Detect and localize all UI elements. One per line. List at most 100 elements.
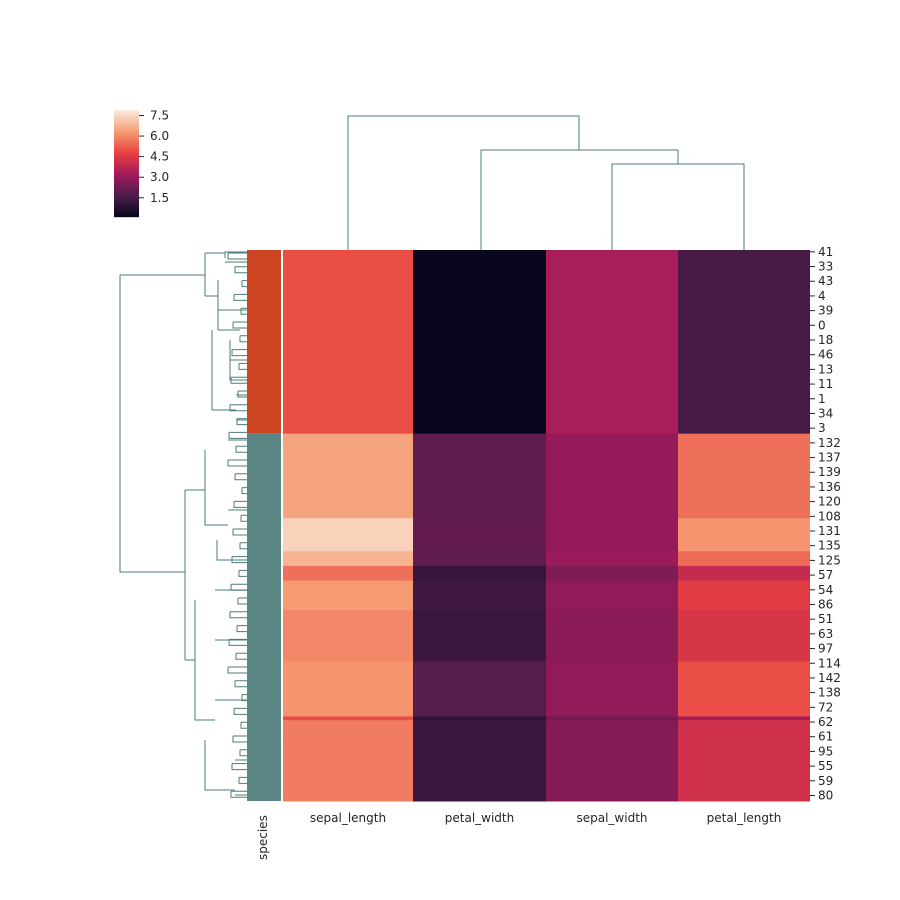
dendrogram-leaf-link — [241, 487, 247, 495]
heatmap-cell-petal_width — [413, 565, 546, 582]
species-color-block — [247, 433, 281, 801]
colorbar-segment — [114, 133, 139, 135]
heatmap-cell-sepal_width — [546, 661, 678, 718]
colorbar-segment — [114, 125, 139, 127]
colorbar-segment — [114, 190, 139, 192]
row-label: 132 — [818, 436, 841, 450]
row-labels: 4133434390184613111343132137139136120108… — [810, 245, 841, 802]
row-label: 39 — [818, 304, 833, 318]
colorbar-segment — [114, 150, 139, 152]
colorbar-segment — [114, 182, 139, 184]
colorbar: 7.5 6.0 4.5 3.0 1.5 — [114, 108, 169, 218]
dendrogram-leaf-link — [232, 528, 247, 536]
row-label: 11 — [818, 377, 833, 391]
colorbar-segment — [114, 126, 139, 128]
row-label: 131 — [818, 524, 841, 538]
column-dendrogram — [347, 115, 745, 250]
colorbar-segment — [114, 112, 139, 114]
colorbar-segment — [114, 141, 139, 143]
heatmap-cell-petal_length — [678, 720, 810, 802]
heatmap-cell-sepal_width — [546, 551, 678, 567]
colorbar-segment — [114, 206, 139, 208]
row-label: 63 — [818, 627, 833, 641]
heatmap-cell-sepal_length — [283, 551, 413, 567]
colorbar-segment — [114, 144, 139, 146]
colorbar-segment — [114, 162, 139, 164]
dendrogram-link — [611, 163, 745, 250]
colorbar-segment — [114, 192, 139, 194]
colorbar-segment — [114, 110, 139, 112]
dendrogram-leaf-link — [241, 280, 247, 288]
dendrogram-leaf-link — [227, 459, 247, 467]
row-label: 139 — [818, 465, 841, 479]
heatmap-cell-petal_width — [413, 433, 546, 519]
row-label: 108 — [818, 509, 841, 523]
row-label: 114 — [818, 656, 841, 670]
dendrogram-leaf-link — [230, 376, 247, 384]
dendrogram-leaf-link — [235, 445, 247, 453]
dendrogram-leaf-link — [233, 500, 247, 508]
dendrogram-leaf-link — [234, 266, 247, 274]
dendrogram-leaf-link — [228, 638, 247, 646]
colorbar-segment — [114, 113, 139, 115]
colorbar-segment — [114, 131, 139, 133]
heatmap-cell-sepal_length — [283, 433, 413, 519]
dendrogram-leaf-link — [238, 776, 247, 784]
heatmap-cell-petal_width — [413, 580, 546, 611]
column-label: petal_length — [707, 811, 782, 825]
heatmap-cell-petal_width — [413, 716, 546, 721]
colorbar-segment — [114, 148, 139, 150]
species-color-block — [247, 250, 281, 434]
dendrogram-leaf-link — [228, 431, 247, 439]
colorbar-tick-label: 4.5 — [150, 150, 169, 164]
colorbar-segment — [114, 124, 139, 126]
colorbar-segment — [114, 123, 139, 125]
colorbar-segment — [114, 198, 139, 200]
colorbar-segment — [114, 160, 139, 162]
colorbar-segment — [114, 177, 139, 179]
colorbar-segment — [114, 163, 139, 165]
dendrogram-link — [480, 149, 679, 250]
colorbar-segment — [114, 169, 139, 171]
dendrogram-link — [119, 275, 185, 573]
row-label: 51 — [818, 612, 833, 626]
dendrogram-leaf-link — [231, 763, 247, 771]
heatmap-cell-petal_width — [413, 518, 546, 552]
colorbar-segment — [114, 193, 139, 195]
colorbar-segment — [114, 156, 139, 158]
colorbar-segment — [114, 167, 139, 169]
heatmap-cell-sepal_width — [546, 580, 678, 611]
colorbar-segment — [114, 211, 139, 213]
heatmap-cell-sepal_length — [283, 250, 413, 435]
heatmap-cell-petal_length — [678, 551, 810, 567]
heatmap-cell-sepal_length — [283, 720, 413, 802]
dendrogram-leaf-link — [233, 293, 247, 301]
colorbar-segment — [114, 189, 139, 191]
colorbar-segment — [114, 119, 139, 121]
heatmap-cell-sepal_width — [546, 250, 678, 435]
colorbar-segment — [114, 128, 139, 130]
dendrogram-leaf-link — [232, 735, 247, 743]
row-label: 57 — [818, 568, 833, 582]
colorbar-segment — [114, 151, 139, 153]
colorbar-segment — [114, 202, 139, 204]
colorbar-segment — [114, 191, 139, 193]
colorbar-segment — [114, 147, 139, 149]
colorbar-segment — [114, 171, 139, 173]
row-label: 72 — [818, 700, 833, 714]
dendrogram-leaf-link — [236, 625, 247, 633]
row-dendrogram — [119, 251, 247, 798]
row-label: 43 — [818, 274, 833, 288]
heatmap-cell-petal_width — [413, 250, 546, 435]
dendrogram-leaf-link — [229, 611, 247, 619]
heatmap-cell-petal_width — [413, 661, 546, 718]
dendrogram-link — [217, 280, 240, 331]
dendrogram-leaf-link — [230, 583, 247, 591]
colorbar-segment — [114, 116, 139, 118]
heatmap-cell-petal_length — [678, 565, 810, 582]
row-label: 46 — [818, 348, 833, 362]
colorbar-segment — [114, 145, 139, 147]
column-label: petal_width — [445, 811, 514, 825]
heatmap-cell-sepal_length — [283, 609, 413, 662]
